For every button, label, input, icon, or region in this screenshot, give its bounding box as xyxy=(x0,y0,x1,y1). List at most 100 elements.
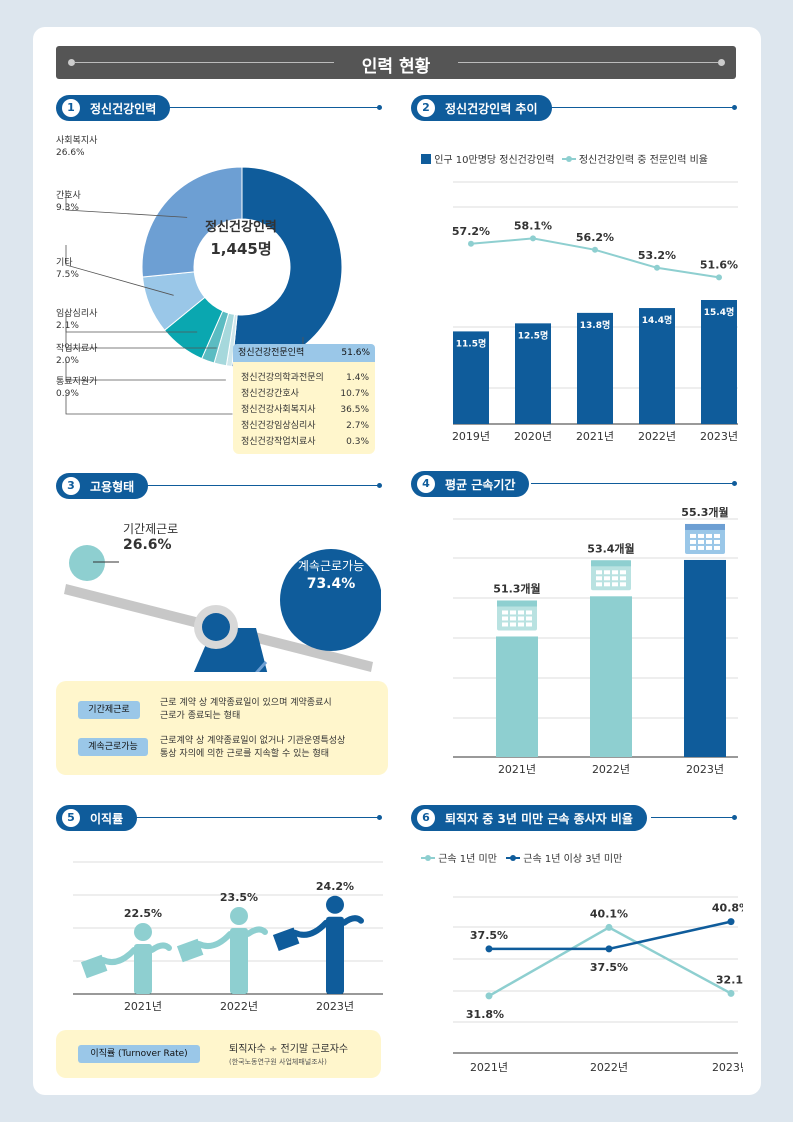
label-peer-support: 통료지원가 0.9% xyxy=(56,377,98,399)
label-occupational: 작업치료사 2.0% xyxy=(56,344,98,366)
x-tick-1: 2022년 xyxy=(592,763,630,776)
definition-box: 기간제근로 근로 계약 상 계약종료일이 있으며 계약종료시 근로가 종료되는 형… xyxy=(56,681,388,775)
series-label-1-1: 37.5% xyxy=(590,961,628,974)
tenure-bar-2 xyxy=(684,559,726,757)
breakdown-value: 10.7% xyxy=(340,389,369,399)
calendar-cell xyxy=(612,576,618,581)
series-point-1-0 xyxy=(485,945,493,953)
breakdown-box: 정신건강전문인력 51.6% 정신건강의학과전문의 1.4% 정신건강간호사 10.7%… xyxy=(233,344,375,454)
tenure-label-2: 55.3개월 xyxy=(681,507,728,519)
legend-1to3-icon xyxy=(506,855,521,861)
briefcase-icon xyxy=(176,938,204,963)
section-3-header: 3 고용형태 xyxy=(56,473,382,499)
donut-center: 정신건강인력 1,445명 xyxy=(153,216,329,259)
breakdown-value: 36.5% xyxy=(340,405,369,415)
calendar-cell xyxy=(690,545,696,550)
x-tick-4: 2023년 xyxy=(700,430,738,443)
series-label-1-2: 40.8% xyxy=(712,902,743,915)
calendar-cell xyxy=(596,570,602,575)
x-tick-2: 2023년 xyxy=(712,1061,743,1074)
label-other: 기타 7.5% xyxy=(56,258,79,280)
fixed-term-tag: 기간제근로 xyxy=(78,701,140,719)
breakdown-name: 정신건강사회복지사 xyxy=(241,405,316,415)
ratio-point-0 xyxy=(468,240,474,247)
person-head-2 xyxy=(326,895,344,914)
calendar-cell xyxy=(620,582,626,587)
x-tick-2: 2023년 xyxy=(686,763,724,776)
calendar-cell xyxy=(604,576,610,581)
calendar-cell xyxy=(612,582,618,587)
bar-label-2: 13.8명 xyxy=(580,319,611,331)
permanent-label: 계속근로가능 73.4% xyxy=(297,559,365,592)
x-tick-1: 2020년 xyxy=(514,430,552,443)
person-head-1 xyxy=(230,907,248,925)
calendar-cell xyxy=(714,533,720,538)
calendar-cell xyxy=(706,545,712,550)
bar-label-3: 14.4명 xyxy=(642,314,673,326)
calendar-cell xyxy=(510,622,516,627)
person-body-2 xyxy=(326,916,344,994)
ratio-point-3 xyxy=(654,264,660,271)
calendar-cell xyxy=(620,576,626,581)
legend-1to3-label: 근속 1년 이상 3년 미만 xyxy=(523,854,623,865)
legend-bar-label: 인구 10만명당 정신건강인력 xyxy=(434,155,555,166)
chart2-legend: 인구 10만명당 정신건강인력 정신건강인력 중 전문인력 비율 xyxy=(421,151,708,166)
legend-line-label: 정신건강인력 중 전문인력 비율 xyxy=(578,155,708,166)
permanent-desc: 근로계약 상 계약종료일이 없거나 기관운영특성상 통상 자의에 의한 근로를 지… xyxy=(160,736,346,759)
donut-leader-6 xyxy=(65,190,188,218)
fixed-term-label: 기간제근로 26.6% xyxy=(123,522,179,553)
donut-chart xyxy=(65,166,343,415)
breakdown-row: 정신건강임상심리사 2.7% xyxy=(241,418,369,434)
right-dot-icon xyxy=(718,59,725,66)
breakdown-name: 정신건강의학과전문의 xyxy=(241,373,324,383)
ratio-label-1: 58.1% xyxy=(514,219,552,232)
calendar-top xyxy=(497,600,537,607)
breakdown-row: 정신건강의학과전문의 1.4% xyxy=(241,370,369,386)
calendar-cell xyxy=(604,570,610,575)
section-5-header: 5 이직률 xyxy=(56,805,382,831)
series-label-0-0: 31.8% xyxy=(466,1008,504,1021)
x-tick-0: 2021년 xyxy=(470,1061,508,1074)
breakdown-name: 정신건강작업치료사 xyxy=(241,437,316,447)
ratio-point-2 xyxy=(592,246,598,253)
calendar-cell xyxy=(510,610,516,615)
formula-box: 이직률 (Turnover Rate) 퇴직자수 ÷ 전기말 근로자수 (한국노… xyxy=(56,1030,381,1078)
left-dot-icon xyxy=(68,59,75,66)
x-tick-0: 2019년 xyxy=(452,430,490,443)
calendar-cell xyxy=(518,622,524,627)
breakdown-row: 정신건강작업치료사 0.3% xyxy=(241,434,369,450)
chart5-svg: 22.5% 2021년 23.5% 2022년 24.2% 2023년 xyxy=(73,861,383,1013)
calendar-cell xyxy=(518,616,524,621)
calendar-cell xyxy=(518,610,524,615)
person-arm-0 xyxy=(100,947,137,965)
breakdown-list: 정신건강의학과전문의 1.4% 정신건강간호사 10.7% 정신건강사회복지사 36.5%… xyxy=(233,362,375,450)
title-bar: 인력 현황 xyxy=(56,46,736,79)
breakdown-row: 정신건강사회복지사 36.5% xyxy=(241,402,369,418)
permanent-circle xyxy=(280,549,381,651)
legend-under1-icon xyxy=(421,855,435,861)
calendar-cell xyxy=(714,545,720,550)
calendar-cell xyxy=(510,616,516,621)
calendar-cell xyxy=(698,539,704,544)
bar-label-4: 15.4명 xyxy=(704,306,735,318)
breakdown-row: 정신건강간호사 10.7% xyxy=(241,386,369,402)
calendar-cell xyxy=(690,533,696,538)
chart4-svg: 51.3개월 2021년 53.4개월 2022년 55.3개월 2023년 xyxy=(453,507,738,776)
x-tick-2: 2023년 xyxy=(316,1000,354,1013)
label-nurse: 간호사 9.3% xyxy=(56,191,81,213)
ratio-point-1 xyxy=(530,235,536,242)
section-2-header: 2 정신건강인력 추이 xyxy=(411,95,737,121)
person-body-1 xyxy=(230,928,248,994)
turnover-source: (한국노동연구원 사업체패널조사) xyxy=(229,1058,327,1066)
x-tick-0: 2021년 xyxy=(498,763,536,776)
base-stripe xyxy=(255,661,268,672)
tenure-bar-1 xyxy=(590,596,632,757)
donut-leader-2 xyxy=(65,360,226,381)
donut-center-value: 1,445명 xyxy=(210,240,272,258)
person-head-0 xyxy=(134,923,152,941)
person-body-0 xyxy=(134,944,152,994)
section-4-header: 4 평균 근속기간 xyxy=(411,471,737,497)
series-point-0-2 xyxy=(727,989,735,997)
calendar-cell xyxy=(526,610,532,615)
bar-1 xyxy=(515,323,551,424)
